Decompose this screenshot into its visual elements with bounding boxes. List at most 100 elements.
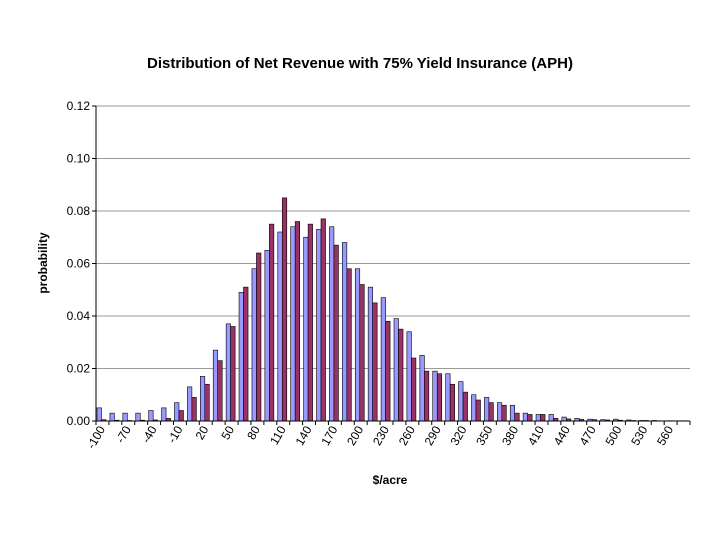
bar-series1-185	[342, 242, 348, 422]
y-tick-label: 0.08	[67, 204, 91, 218]
axes	[92, 105, 691, 425]
bar-series2-125	[294, 221, 301, 422]
x-tick-label: 290	[422, 423, 444, 448]
bar-series1-95	[264, 250, 270, 422]
x-tick-label: 350	[473, 423, 495, 448]
bar-series2-410	[540, 414, 546, 422]
x-tick-label: 260	[396, 423, 418, 448]
bar-series1-440	[561, 416, 567, 422]
bar-series1-395	[522, 412, 528, 422]
bar-series1-5	[187, 386, 193, 422]
bar-series2-320	[462, 391, 468, 422]
bars-group	[96, 197, 688, 422]
bar-series1-365	[496, 402, 503, 422]
x-tick-label: 20	[193, 423, 212, 442]
bar-series2-50	[230, 326, 236, 422]
x-tick-labels: -100 -70 -40 -10 20 50 80 110 140 170 200 230 260 290…	[84, 423, 676, 451]
x-tick-label: 200	[344, 423, 366, 448]
bar-series2-20	[204, 383, 210, 422]
x-tick-label: 110	[267, 423, 289, 447]
bar-series2-365	[501, 404, 507, 422]
x-tick-label: 530	[628, 423, 650, 448]
bar-series1-380	[509, 404, 516, 422]
bar-series2-275	[424, 370, 430, 422]
bar-series2-140	[307, 223, 313, 422]
bar-series1-65	[238, 292, 244, 422]
bar-series1-260	[406, 331, 412, 422]
x-tick-label: 470	[577, 423, 599, 448]
bar-series2-35	[217, 360, 223, 422]
bar-series2-65	[243, 286, 249, 422]
y-tick-label: 0.06	[67, 257, 91, 271]
bar-series1--85	[109, 412, 115, 422]
y-tick-labels: 0.00 0.02 0.04 0.06 0.08 0.10 0.12	[67, 99, 91, 428]
x-tick-label: 50	[218, 423, 237, 442]
bar-series1-110	[277, 231, 283, 422]
bar-series2--10	[178, 410, 184, 422]
y-tick-label: 0.00	[67, 414, 91, 428]
bar-series1-245	[393, 318, 399, 422]
bar-series1-350	[484, 397, 490, 422]
bar-series2-5	[191, 397, 197, 422]
bar-series2-230	[385, 320, 391, 422]
bar-series2-185	[346, 268, 352, 422]
bar-series1-275	[419, 355, 425, 422]
bar-series1--55	[135, 412, 141, 422]
x-tick-label: 410	[525, 423, 547, 448]
x-tick-label: 80	[244, 423, 263, 442]
x-tick-label: 440	[551, 423, 573, 448]
x-tick-label: -10	[165, 423, 186, 445]
bar-series1-155	[316, 229, 322, 422]
x-tick-label: -40	[139, 423, 160, 445]
bar-series2-80	[256, 252, 262, 422]
bar-series1-35	[212, 349, 219, 422]
bar-series2-335	[475, 399, 481, 422]
bar-series1-50	[225, 323, 231, 422]
x-tick-label: 140	[293, 423, 315, 448]
bar-series2-395	[527, 414, 533, 422]
bar-series2-260	[411, 357, 417, 422]
bar-series1--25	[161, 407, 167, 422]
y-tick-label: 0.12	[67, 99, 91, 113]
bar-series2-95	[269, 223, 275, 422]
bar-series1-410	[535, 414, 541, 422]
x-tick-label: 230	[370, 423, 392, 448]
bar-series2-215	[372, 302, 378, 422]
bar-series1-200	[354, 268, 361, 422]
bar-series2-200	[359, 284, 365, 422]
bar-series2-380	[514, 412, 520, 422]
bar-series1--10	[174, 402, 180, 422]
x-tick-label: 500	[602, 423, 624, 448]
x-tick-label: -70	[113, 423, 134, 445]
bar-series1-20	[200, 376, 206, 422]
bar-series1-425	[548, 414, 554, 422]
bar-series1-170	[329, 226, 335, 422]
grid-lines	[96, 105, 690, 369]
bar-series1-290	[432, 370, 438, 422]
bar-series1--40	[148, 410, 154, 422]
x-tick-label: 560	[654, 423, 676, 448]
y-tick-label: 0.04	[67, 309, 91, 323]
x-tick-label: 380	[499, 423, 521, 448]
bar-series2-155	[320, 218, 326, 422]
bar-series1-80	[251, 268, 257, 422]
y-axis-label: probability	[36, 232, 50, 294]
bar-series1-215	[367, 286, 373, 422]
chart-title: Distribution of Net Revenue with 75% Yie…	[147, 55, 573, 72]
bar-series2-305	[449, 383, 455, 422]
bar-series2-110	[281, 197, 288, 422]
bar-series1-230	[380, 297, 386, 422]
y-tick-label: 0.02	[67, 362, 91, 376]
bar-series2-350	[488, 402, 494, 422]
bar-series1-335	[471, 394, 477, 422]
bar-series2-290	[436, 373, 443, 422]
bar-series1-140	[303, 236, 309, 422]
x-tick-label: 170	[318, 423, 340, 448]
bar-series1-125	[290, 226, 296, 422]
y-tick-label: 0.10	[67, 152, 91, 166]
bar-series1--70	[122, 412, 128, 422]
bar-series1-305	[445, 373, 451, 422]
x-tick-label: 320	[447, 423, 469, 448]
